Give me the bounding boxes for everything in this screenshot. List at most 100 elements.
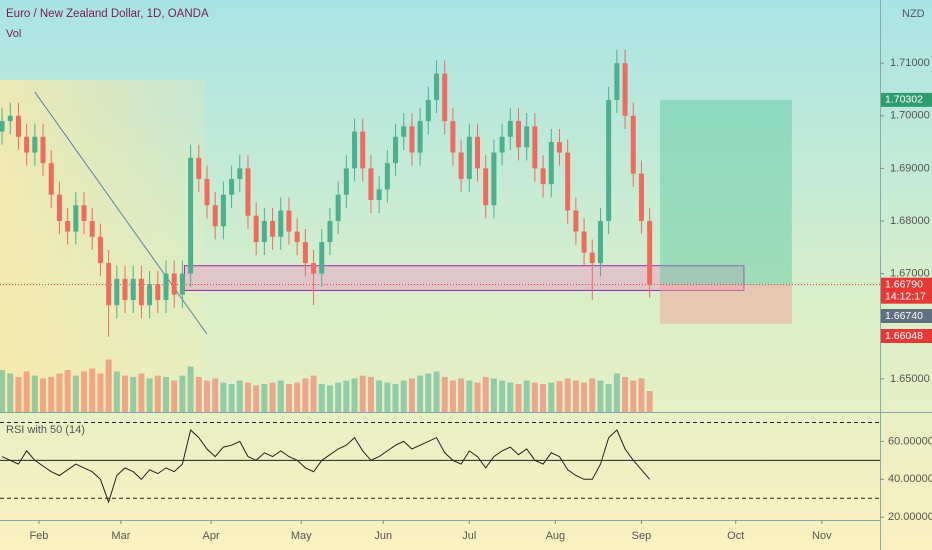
candle-body <box>237 168 243 179</box>
volume-bar <box>326 385 333 412</box>
volume-bar <box>154 375 161 412</box>
candle-body <box>540 168 546 185</box>
candle-body <box>261 220 267 243</box>
volume-bar <box>302 378 309 412</box>
volume-bar <box>589 378 596 412</box>
candle-body <box>335 194 341 221</box>
candle-body <box>302 242 308 264</box>
candle-body <box>245 168 251 216</box>
volume-bar <box>7 373 14 412</box>
volume-bar <box>48 377 55 412</box>
volume-bar <box>400 380 407 412</box>
volume-bar <box>195 377 202 412</box>
x-tick-label: Jun <box>374 530 392 542</box>
candle-body <box>401 126 407 137</box>
volume-bar <box>89 368 96 412</box>
candle-body <box>311 263 317 274</box>
volume-bar <box>343 380 350 412</box>
y-tick-label: 1.67000 <box>890 268 930 280</box>
candle-body <box>294 231 300 243</box>
volume-bar <box>417 375 424 412</box>
candle-body <box>253 215 259 243</box>
target-label: 1.70302 <box>885 94 923 106</box>
candle-body <box>352 131 358 169</box>
volume-bar <box>236 380 243 412</box>
volume-bar <box>335 382 342 412</box>
volume-bar <box>310 375 317 412</box>
stop-zone <box>659 284 792 324</box>
candle-body <box>556 142 562 153</box>
candle-body <box>24 136 30 153</box>
rsi-title: RSI with 50 (14) <box>6 424 85 436</box>
rsi-line <box>1 429 651 504</box>
volume-bar <box>605 384 612 412</box>
candle-body <box>515 121 521 148</box>
y-tick-label: 1.69000 <box>890 162 930 174</box>
candle-body <box>0 121 5 132</box>
last-label-box <box>881 309 932 323</box>
candle-body <box>56 194 62 221</box>
candle-body <box>581 231 587 253</box>
candle-body <box>368 168 374 200</box>
volume-bar <box>228 384 235 412</box>
price-label: 1.66790 <box>885 278 923 290</box>
x-tick-label: Nov <box>812 530 832 542</box>
volume-bar <box>581 382 588 412</box>
candle-body <box>122 278 128 300</box>
candle-body <box>548 142 554 185</box>
candle-body <box>196 157 202 179</box>
volume-bar <box>384 382 391 412</box>
countdown: 14:12:17 <box>885 290 926 302</box>
candle-body <box>327 220 333 243</box>
volume-bar <box>122 375 129 412</box>
candle-body <box>409 126 415 153</box>
volume-bar <box>56 373 63 412</box>
volume-bar <box>285 384 292 412</box>
candle-body <box>138 278 144 306</box>
volume-bar <box>40 378 47 412</box>
candle-body <box>499 136 505 153</box>
candle-body <box>65 220 71 232</box>
volume-bar <box>130 377 137 412</box>
candle-body <box>360 131 366 169</box>
volume-bar <box>646 391 653 412</box>
volume-bar <box>597 380 604 412</box>
candle-body <box>606 99 612 221</box>
candle-body <box>188 157 194 274</box>
candle-body <box>32 136 38 153</box>
rsi-tick-label: 40.00000 <box>888 473 932 485</box>
candle-body <box>630 115 636 174</box>
candle-body <box>425 99 431 122</box>
volume-bar <box>458 378 465 412</box>
candle-body <box>614 63 620 100</box>
candle-body <box>532 126 538 169</box>
candle-body <box>89 220 95 237</box>
candle-body <box>491 152 497 206</box>
y-tick-label: 1.71000 <box>890 57 930 69</box>
candle-body <box>450 121 456 153</box>
candle-body <box>524 126 530 148</box>
volume-bar <box>138 373 145 412</box>
candle-body <box>97 236 103 264</box>
candle-body <box>458 152 464 179</box>
candle-body <box>376 189 382 200</box>
volume-bar <box>64 370 71 412</box>
volume-bar <box>220 382 227 412</box>
candle-body <box>220 194 226 227</box>
candle-body <box>270 220 276 237</box>
candle-body <box>434 73 440 100</box>
volume-bar <box>269 382 276 412</box>
volume-bar <box>433 371 440 412</box>
candle-body <box>638 173 644 221</box>
candle-body <box>7 115 13 122</box>
volume-bar <box>0 370 6 412</box>
candle-body <box>393 136 399 164</box>
target-zone <box>659 99 792 285</box>
volume-bar <box>613 373 620 412</box>
volume-bar <box>408 378 415 412</box>
candle-body <box>466 136 472 179</box>
volume-bar <box>351 378 358 412</box>
candle-body <box>147 284 153 306</box>
